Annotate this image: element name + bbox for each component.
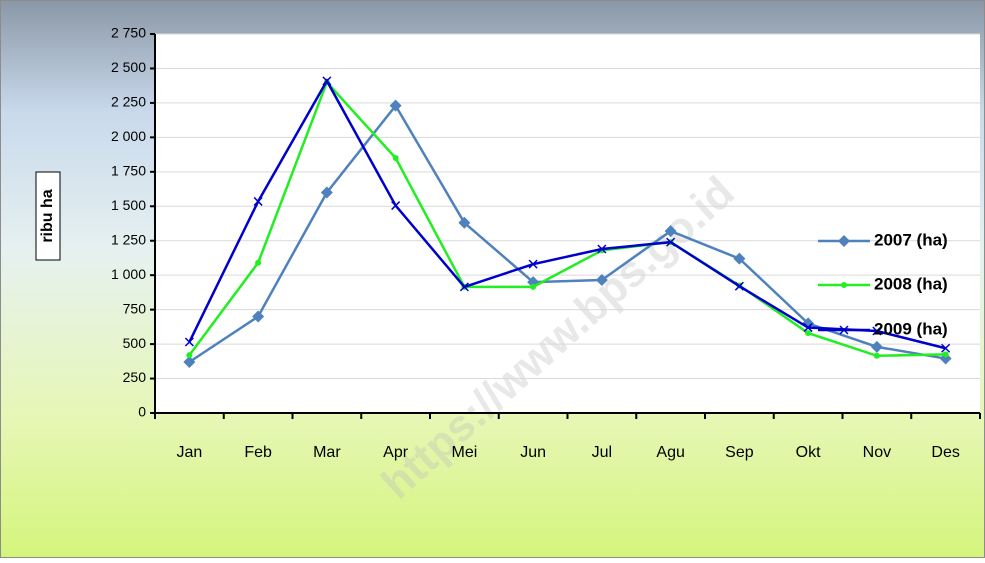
x-tick-label: Okt [796, 444, 821, 461]
data-point [458, 216, 471, 229]
data-point [184, 337, 194, 347]
y-tick-label: 2 000 [111, 128, 146, 144]
legend-marker [838, 235, 850, 247]
legend-item: 2009 (ha) [818, 319, 948, 338]
x-tick-label: Apr [383, 444, 409, 461]
plot-area [155, 34, 980, 413]
data-point [322, 76, 332, 86]
y-tick-label: 1 000 [111, 266, 146, 282]
data-point [255, 259, 262, 266]
data-point [389, 99, 402, 112]
data-point [664, 225, 677, 238]
x-tick-label: Jan [176, 444, 202, 461]
legend-label: 2009 (ha) [874, 319, 948, 338]
y-tick-label: 2 750 [111, 25, 146, 41]
x-tick-label: Jul [592, 444, 612, 461]
data-point [873, 352, 880, 359]
legend-label: 2008 (ha) [874, 274, 948, 293]
data-point [803, 323, 813, 333]
x-tick-label: Mar [313, 444, 341, 461]
data-point [252, 310, 265, 323]
y-axis-title: ribu ha [39, 189, 56, 242]
data-point [595, 274, 608, 287]
y-tick-label: 1 500 [111, 197, 146, 213]
legend-item: 2008 (ha) [818, 274, 948, 293]
data-point [391, 201, 401, 211]
legend-marker [841, 282, 847, 288]
x-tick-label: Feb [244, 444, 272, 461]
data-point [253, 196, 263, 206]
y-tick-label: 1 250 [111, 231, 146, 247]
y-tick-label: 750 [123, 300, 147, 316]
x-tick-label: Mei [451, 444, 477, 461]
data-point [530, 283, 537, 290]
data-point [942, 351, 949, 358]
series [184, 76, 951, 353]
data-point [872, 326, 882, 336]
series-line [188, 79, 946, 358]
y-tick-label: 500 [123, 335, 147, 351]
series-line [188, 78, 946, 350]
x-tick-label: Nov [863, 444, 891, 461]
legend-item: 2007 (ha) [818, 230, 948, 249]
data-point [183, 356, 196, 369]
data-point [805, 330, 812, 337]
legend-label: 2007 (ha) [874, 230, 948, 249]
x-tick-label: Jun [520, 444, 546, 461]
x-tick-label: Sep [725, 444, 754, 461]
data-point [528, 259, 538, 269]
y-axis-title-frame [35, 171, 61, 261]
data-point [941, 343, 951, 353]
y-axis-title-box: ribu ha [35, 171, 61, 261]
y-tick-label: 0 [138, 404, 146, 420]
data-point [459, 282, 469, 292]
legend-marker [839, 325, 849, 335]
x-tick-label: Des [931, 444, 959, 461]
y-tick-label: 2 500 [111, 59, 146, 75]
data-point [597, 244, 607, 254]
x-tick-label: Agu [656, 444, 684, 461]
data-point [320, 186, 333, 199]
data-point [186, 352, 193, 359]
data-point [392, 155, 399, 162]
y-tick-label: 2 250 [111, 94, 146, 110]
y-tick-label: 1 750 [111, 163, 146, 179]
data-point [733, 252, 746, 265]
data-point [666, 237, 676, 247]
y-tick-label: 250 [123, 369, 147, 385]
data-point [870, 340, 883, 353]
data-point [734, 281, 744, 291]
